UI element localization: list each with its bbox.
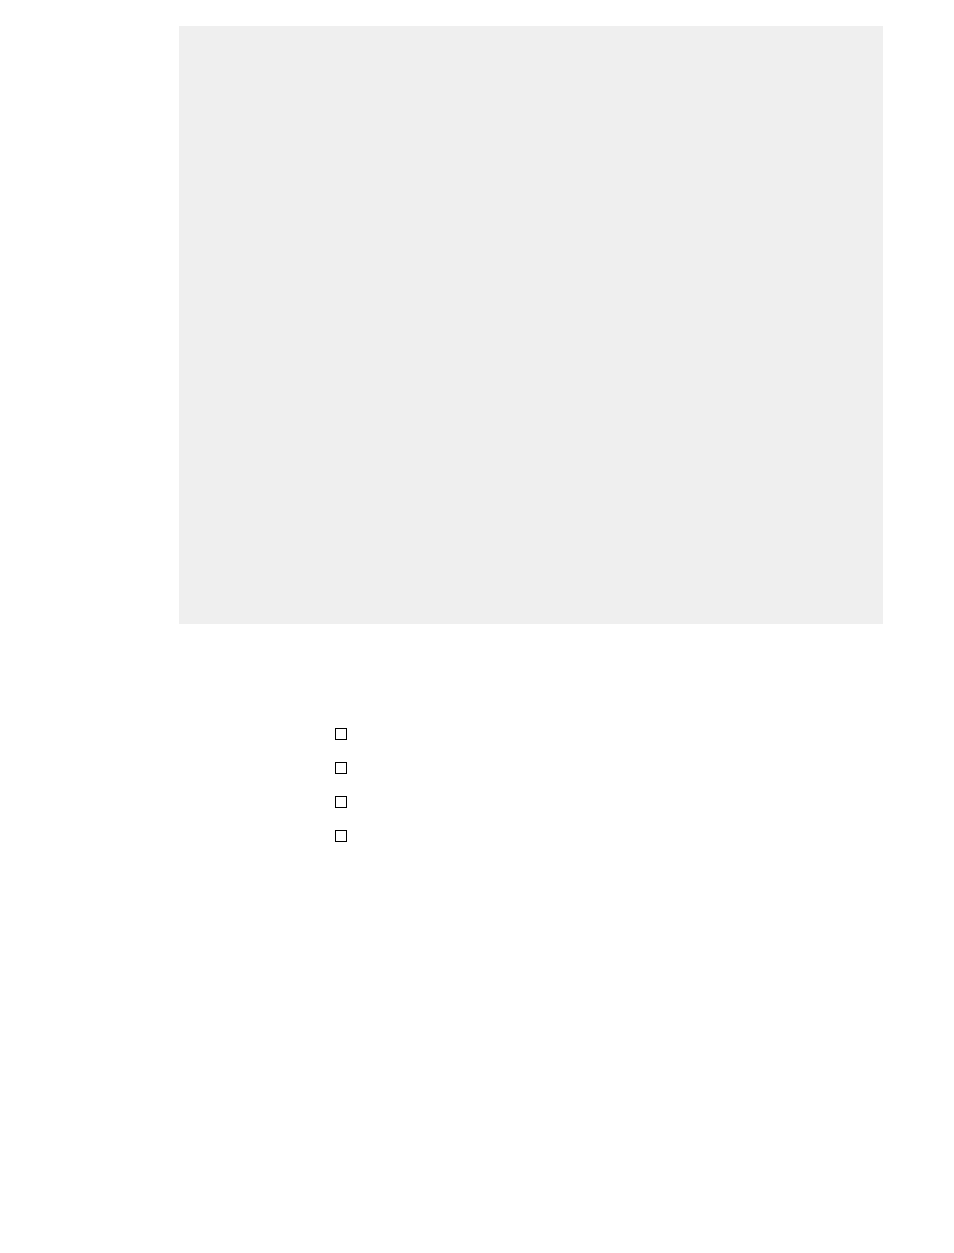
list-item: [335, 792, 880, 808]
bullet-box-icon: [335, 830, 347, 842]
document-page: [0, 0, 954, 1253]
list-item: [335, 826, 880, 842]
body-text: [335, 702, 880, 860]
network-diagram: [179, 26, 883, 624]
diagram-svg: [179, 26, 883, 624]
bullet-box-icon: [335, 762, 347, 774]
bullet-box-icon: [335, 796, 347, 808]
bullet-box-icon: [335, 728, 347, 740]
list-item: [335, 724, 880, 740]
list-item: [335, 758, 880, 774]
